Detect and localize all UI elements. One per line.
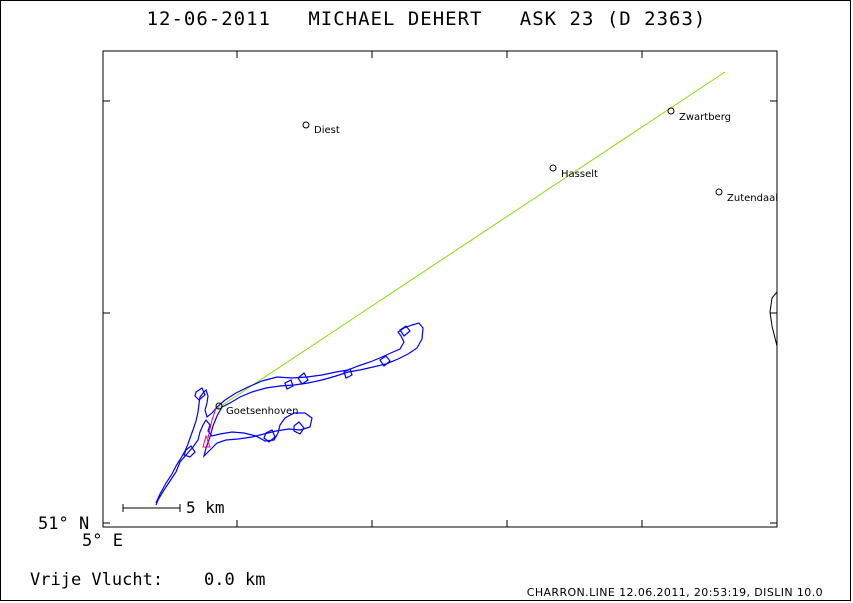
town-hasselt: Hasselt [549, 164, 598, 180]
start-track [207, 407, 217, 439]
course-line [214, 71, 726, 411]
town-label: Hasselt [561, 169, 598, 180]
start-marker [202, 434, 211, 448]
town-diest: Diest [302, 121, 340, 136]
distance-readout: Vrije Vlucht: 0.0 km [30, 570, 265, 590]
footer-info: CHARRON.LINE 12.06.2011, 20:53:19, DISLI… [526, 586, 823, 599]
map-border [102, 50, 778, 528]
scale-label: 5 km [186, 498, 225, 517]
scale-bar [122, 504, 181, 512]
town-label: Diest [314, 125, 340, 136]
town-label: Goetsenhoven [226, 406, 299, 417]
town-zwartberg: Zwartberg [667, 107, 731, 123]
flight-track [155, 322, 424, 506]
axis-ticks [103, 51, 777, 527]
latitude-label: 51° N [38, 514, 90, 534]
border-line [769, 291, 778, 347]
thermal-circles [183, 325, 411, 458]
flight-title: 12-06-2011 MICHAEL DEHERT ASK 23 (D 2363… [146, 8, 707, 30]
town-zutendaal: Zutendaal [715, 188, 778, 204]
longitude-label: 5° E [82, 531, 123, 551]
distance-label: Vrije Vlucht: [30, 570, 164, 590]
town-goetsenhoven: Goetsenhoven [215, 402, 299, 417]
distance-value: 0.0 km [204, 570, 266, 590]
town-label: Zwartberg [679, 112, 731, 123]
town-label: Zutendaal [727, 193, 778, 204]
